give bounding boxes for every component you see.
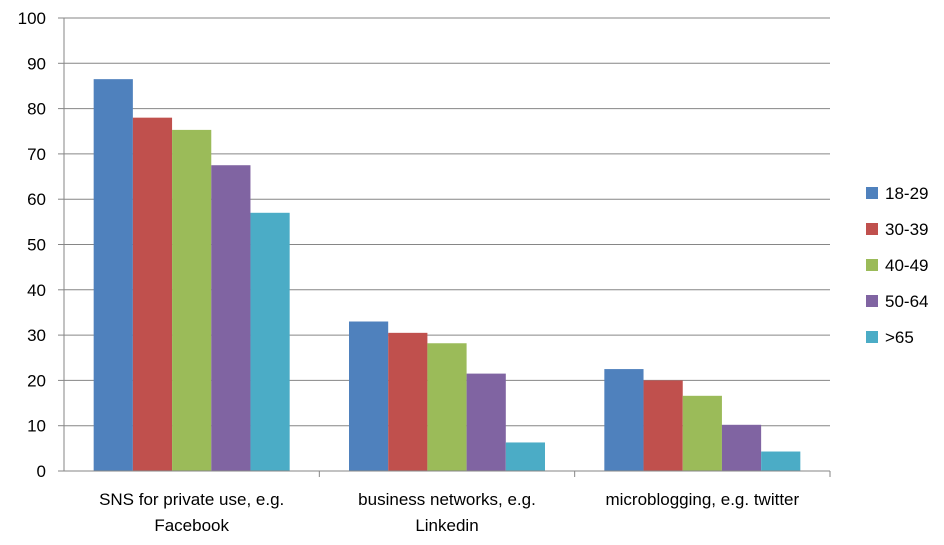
y-axis-tick-label: 80: [27, 100, 46, 119]
bar-65-cat1: [250, 212, 290, 472]
category-label: SNS for private use, e.g. Facebook: [99, 490, 284, 535]
legend-swatch: [866, 331, 878, 343]
y-axis-tick-label: 70: [27, 145, 46, 164]
y-axis-tick-label: 50: [27, 236, 46, 255]
legend-swatch: [866, 259, 878, 271]
bar-5064-cat1: [211, 165, 251, 471]
bar-4049-cat3: [682, 395, 722, 471]
bar-3039-cat3: [643, 380, 683, 471]
y-axis-tick-label: 100: [18, 9, 46, 28]
y-axis-tick-label: 60: [27, 190, 46, 209]
legend-label: >65: [885, 328, 914, 347]
legend-swatch: [866, 223, 878, 235]
bar-1829-cat1: [93, 79, 133, 471]
y-axis-tick-label: 10: [27, 417, 46, 436]
legend-label: 30-39: [885, 220, 928, 239]
legend-swatch: [866, 187, 878, 199]
bar-65-cat2: [505, 442, 545, 471]
category-label: microblogging, e.g. twitter: [605, 490, 799, 509]
legend-swatch: [866, 295, 878, 307]
category-label: business networks, e.g. Linkedin: [358, 490, 536, 535]
axes: [58, 17, 831, 477]
bar-3039-cat1: [132, 117, 173, 471]
bar-65-cat3: [761, 451, 801, 471]
legend: 18-29 30-39 40-49 50-64 >65: [866, 184, 928, 347]
bar-4049-cat1: [172, 129, 212, 472]
y-axis-tick-label: 20: [27, 371, 46, 390]
legend-label: 18-29: [885, 184, 928, 203]
y-axis-tick-labels: 0 10 20 30 40 50 60 70 80 90 100: [18, 9, 46, 481]
bar-1829-cat3: [604, 369, 644, 471]
legend-label: 50-64: [885, 292, 928, 311]
bar-1829-cat2: [349, 321, 389, 471]
y-axis-tick-label: 0: [37, 462, 46, 481]
y-axis-tick-label: 90: [27, 54, 46, 73]
bars: [93, 79, 801, 472]
bar-5064-cat2: [466, 373, 506, 471]
bar-5064-cat3: [721, 424, 762, 471]
category-labels: SNS for private use, e.g. Facebook busines…: [99, 490, 799, 535]
bar-3039-cat2: [388, 332, 428, 471]
legend-label: 40-49: [885, 256, 928, 275]
bar-4049-cat2: [427, 343, 467, 471]
y-axis-tick-label: 30: [27, 326, 46, 345]
y-axis-tick-label: 40: [27, 281, 46, 300]
